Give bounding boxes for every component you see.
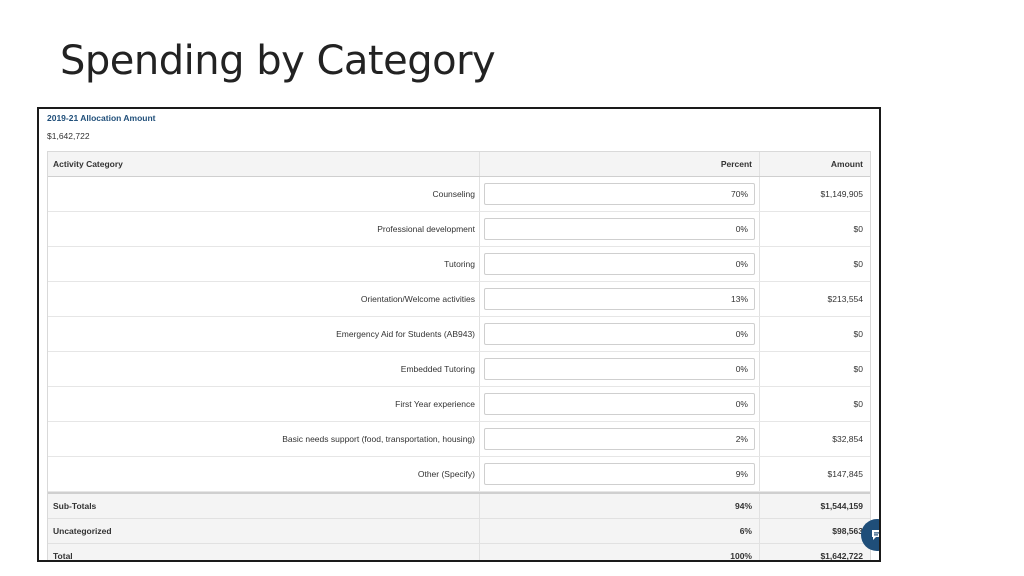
allocation-value: $1,642,722 bbox=[47, 131, 90, 141]
percent-input[interactable]: 2% bbox=[484, 428, 755, 450]
uncategorized-row: Uncategorized 6% $98,563 bbox=[48, 519, 870, 544]
subtotals-row: Sub-Totals 94% $1,544,159 bbox=[48, 492, 870, 519]
screenshot-frame: 2019-21 Allocation Amount $1,642,722 Act… bbox=[37, 107, 881, 562]
percent-input[interactable]: 0% bbox=[484, 253, 755, 275]
row-amount: $0 bbox=[759, 352, 870, 386]
total-amount: $1,642,722 bbox=[759, 544, 870, 560]
table-row: First Year experience 0% $0 bbox=[48, 387, 870, 422]
percent-input[interactable]: 0% bbox=[484, 393, 755, 415]
header-activity-category: Activity Category bbox=[53, 159, 123, 169]
row-category: Basic needs support (food, transportatio… bbox=[282, 434, 475, 444]
total-row: Total 100% $1,642,722 bbox=[48, 544, 870, 561]
header-amount: Amount bbox=[759, 152, 870, 176]
row-amount: $0 bbox=[759, 387, 870, 421]
row-amount: $1,149,905 bbox=[759, 177, 870, 211]
row-category: Counseling bbox=[432, 189, 475, 199]
row-category: Professional development bbox=[377, 224, 475, 234]
table-row: Orientation/Welcome activities 13% $213,… bbox=[48, 282, 870, 317]
table-header-row: Activity Category Percent Amount bbox=[48, 152, 870, 177]
table-row: Tutoring 0% $0 bbox=[48, 247, 870, 282]
row-category: First Year experience bbox=[395, 399, 475, 409]
row-category: Embedded Tutoring bbox=[400, 364, 475, 374]
row-category: Orientation/Welcome activities bbox=[360, 294, 475, 304]
row-amount: $0 bbox=[759, 317, 870, 351]
row-amount: $32,854 bbox=[759, 422, 870, 456]
percent-input[interactable]: 13% bbox=[484, 288, 755, 310]
uncategorized-percent: 6% bbox=[479, 519, 759, 543]
table-row: Professional development 0% $0 bbox=[48, 212, 870, 247]
row-category: Emergency Aid for Students (AB943) bbox=[336, 329, 475, 339]
percent-input[interactable]: 0% bbox=[484, 358, 755, 380]
row-amount: $147,845 bbox=[759, 457, 870, 491]
table-row: Embedded Tutoring 0% $0 bbox=[48, 352, 870, 387]
subtotals-amount: $1,544,159 bbox=[759, 494, 870, 518]
table-row: Counseling 70% $1,149,905 bbox=[48, 177, 870, 212]
header-percent: Percent bbox=[479, 152, 759, 176]
percent-input[interactable]: 0% bbox=[484, 323, 755, 345]
uncategorized-amount: $98,563 bbox=[759, 519, 870, 543]
percent-input[interactable]: 0% bbox=[484, 218, 755, 240]
table-row: Basic needs support (food, transportatio… bbox=[48, 422, 870, 457]
table-row: Emergency Aid for Students (AB943) 0% $0 bbox=[48, 317, 870, 352]
subtotals-percent: 94% bbox=[479, 494, 759, 518]
row-category: Tutoring bbox=[444, 259, 475, 269]
uncategorized-label: Uncategorized bbox=[53, 526, 112, 536]
spending-table: Activity Category Percent Amount Counsel… bbox=[47, 151, 871, 561]
chat-button[interactable] bbox=[861, 519, 879, 551]
total-label: Total bbox=[53, 551, 73, 561]
row-amount: $213,554 bbox=[759, 282, 870, 316]
percent-input[interactable]: 70% bbox=[484, 183, 755, 205]
percent-input[interactable]: 9% bbox=[484, 463, 755, 485]
allocation-label: 2019-21 Allocation Amount bbox=[47, 113, 156, 123]
row-category: Other (Specify) bbox=[417, 469, 475, 479]
row-amount: $0 bbox=[759, 247, 870, 281]
row-amount: $0 bbox=[759, 212, 870, 246]
total-percent: 100% bbox=[479, 544, 759, 560]
subtotals-label: Sub-Totals bbox=[53, 501, 97, 511]
table-row: Other (Specify) 9% $147,845 bbox=[48, 457, 870, 492]
slide-title: Spending by Category bbox=[60, 38, 496, 84]
chat-icon bbox=[872, 530, 879, 540]
